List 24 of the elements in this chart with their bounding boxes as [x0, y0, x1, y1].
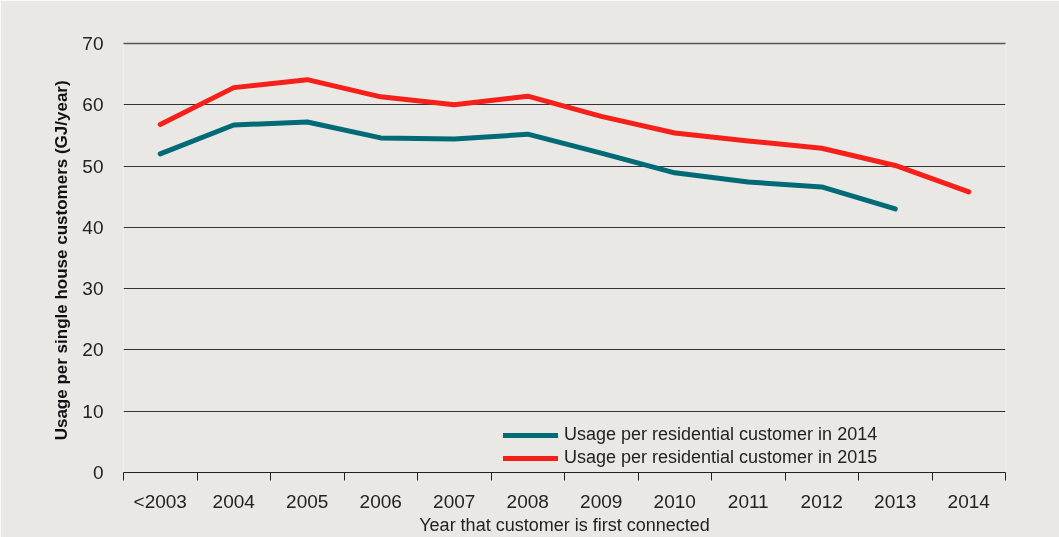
- x-tick-label: 2006: [359, 490, 402, 512]
- y-tick-label: 60: [82, 94, 104, 116]
- x-tick-label: 2009: [580, 490, 623, 512]
- x-tick-label: 2011: [727, 490, 769, 512]
- x-tick-label: 2010: [653, 490, 696, 512]
- x-tick-label: 2004: [212, 490, 256, 512]
- y-tick-label: 40: [82, 216, 104, 238]
- x-tick-label: 2014: [947, 490, 991, 512]
- y-tick-label: 50: [82, 155, 104, 177]
- x-tick-label: <2003: [133, 490, 187, 512]
- y-tick-label: 0: [92, 462, 104, 483]
- x-tick-label: 2013: [874, 490, 917, 512]
- y-tick-label: 10: [82, 400, 104, 422]
- y-tick-label: 20: [82, 339, 104, 361]
- x-tick-label: 2012: [800, 490, 843, 512]
- x-tick-label: 2008: [506, 490, 549, 512]
- x-tick-label: 2005: [286, 490, 329, 512]
- y-axis-title: Usage per single house customers (GJ/year): [52, 80, 72, 441]
- legend-label: Usage per residential customer in 2015: [564, 447, 878, 468]
- x-axis-title: Year that customer is first connected: [419, 514, 710, 535]
- y-tick-label: 30: [82, 278, 104, 300]
- legend-label: Usage per residential customer in 2014: [564, 424, 878, 445]
- y-tick-label: 70: [82, 33, 104, 54]
- x-tick-label: 2007: [433, 490, 476, 512]
